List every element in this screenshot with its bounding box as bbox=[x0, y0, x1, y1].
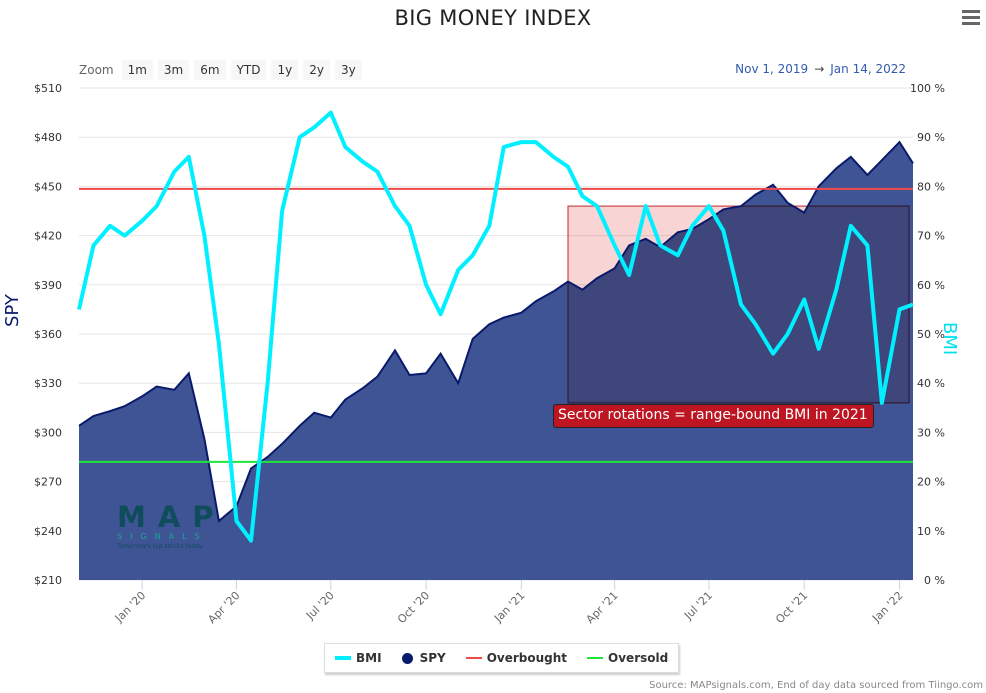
svg-text:20 %: 20 % bbox=[917, 476, 945, 489]
oversold-swatch-icon bbox=[587, 657, 604, 659]
svg-text:$270: $270 bbox=[34, 476, 62, 489]
zoom-1y-button[interactable]: 1y bbox=[271, 60, 299, 80]
legend-bmi[interactable]: BMI bbox=[335, 651, 382, 665]
svg-text:80 %: 80 % bbox=[917, 180, 945, 193]
zoom-3y-button[interactable]: 3y bbox=[334, 60, 362, 80]
svg-text:$420: $420 bbox=[34, 230, 62, 243]
svg-text:70 %: 70 % bbox=[917, 230, 945, 243]
source-credit: Source: MAPsignals.com, End of day data … bbox=[649, 680, 983, 691]
svg-text:Jul '20: Jul '20 bbox=[303, 589, 337, 623]
legend: BMI SPY Overbought Oversold bbox=[324, 643, 680, 673]
range-to-input[interactable]: Jan 14, 2022 bbox=[830, 62, 906, 76]
spy-line bbox=[78, 140, 914, 523]
svg-text:100 %: 100 % bbox=[910, 82, 945, 95]
svg-text:Oct '21: Oct '21 bbox=[773, 589, 810, 626]
bmi-swatch-icon bbox=[335, 656, 351, 660]
svg-text:Apr '21: Apr '21 bbox=[584, 589, 621, 626]
svg-text:$390: $390 bbox=[34, 279, 62, 292]
arrow-right-icon: → bbox=[814, 62, 825, 76]
svg-text:90 %: 90 % bbox=[917, 131, 945, 144]
svg-text:30 %: 30 % bbox=[917, 426, 945, 439]
annotation-label: Sector rotations = range-bound BMI in 20… bbox=[553, 404, 874, 428]
zoom-ytd-button[interactable]: YTD bbox=[230, 60, 267, 80]
svg-text:40 %: 40 % bbox=[917, 377, 945, 390]
overbought-swatch-icon bbox=[465, 657, 482, 659]
svg-text:Oct '20: Oct '20 bbox=[395, 589, 432, 626]
svg-text:Jul '21: Jul '21 bbox=[681, 589, 715, 623]
x-axis: Jan '20 Apr '20 Jul '20 Oct '20 Jan '21 Apr '… bbox=[112, 580, 906, 626]
svg-text:$480: $480 bbox=[34, 131, 62, 144]
svg-text:$210: $210 bbox=[34, 574, 62, 587]
svg-text:$450: $450 bbox=[34, 180, 62, 193]
svg-text:60 %: 60 % bbox=[917, 279, 945, 292]
y-axis-right: 100 % 90 % 80 % 70 % 60 % 50 % 40 % 30 % 20 % 10 … bbox=[910, 82, 945, 587]
zoom-3m-button[interactable]: 3m bbox=[157, 60, 190, 80]
zoom-2y-button[interactable]: 2y bbox=[303, 60, 330, 80]
svg-text:50 %: 50 % bbox=[917, 328, 945, 341]
legend-overbought[interactable]: Overbought bbox=[465, 651, 567, 665]
y-axis-right-title: BMI bbox=[939, 322, 960, 356]
highlight-box bbox=[567, 205, 910, 404]
bmi-line bbox=[77, 110, 914, 543]
svg-text:0 %: 0 % bbox=[924, 574, 945, 587]
svg-text:Jan '22: Jan '22 bbox=[869, 589, 905, 625]
zoom-6m-button[interactable]: 6m bbox=[194, 60, 226, 80]
spy-dot-icon bbox=[401, 652, 413, 664]
y-axis-left: $510 $480 $450 $420 $390 $360 $330 $300 $270 $240… bbox=[34, 82, 62, 587]
svg-text:$300: $300 bbox=[34, 426, 62, 439]
svg-text:$240: $240 bbox=[34, 525, 62, 538]
svg-text:Jan '20: Jan '20 bbox=[112, 589, 148, 625]
range-from-input[interactable]: Nov 1, 2019 bbox=[735, 62, 809, 76]
svg-text:10 %: 10 % bbox=[917, 525, 945, 538]
legend-spy[interactable]: SPY bbox=[401, 651, 446, 665]
svg-text:$510: $510 bbox=[34, 82, 62, 95]
map-signals-logo: MAP SIGNALS Tomorrow's top stocks today. bbox=[117, 500, 226, 550]
svg-text:$360: $360 bbox=[34, 328, 62, 341]
svg-text:$330: $330 bbox=[34, 377, 62, 390]
hamburger-menu-icon[interactable] bbox=[962, 10, 980, 26]
chart-title: BIG MONEY INDEX bbox=[394, 6, 592, 30]
legend-oversold[interactable]: Oversold bbox=[587, 651, 668, 665]
y-axis-left-title: SPY bbox=[2, 294, 23, 327]
zoom-1m-button[interactable]: 1m bbox=[121, 60, 153, 80]
svg-text:Apr '20: Apr '20 bbox=[205, 589, 242, 626]
zoom-label: Zoom bbox=[79, 63, 114, 77]
svg-text:Jan '21: Jan '21 bbox=[491, 589, 527, 625]
date-range: Nov 1, 2019 → Jan 14, 2022 bbox=[735, 62, 906, 76]
zoom-bar: Zoom 1m 3m 6m YTD 1y 2y 3y bbox=[79, 60, 367, 80]
